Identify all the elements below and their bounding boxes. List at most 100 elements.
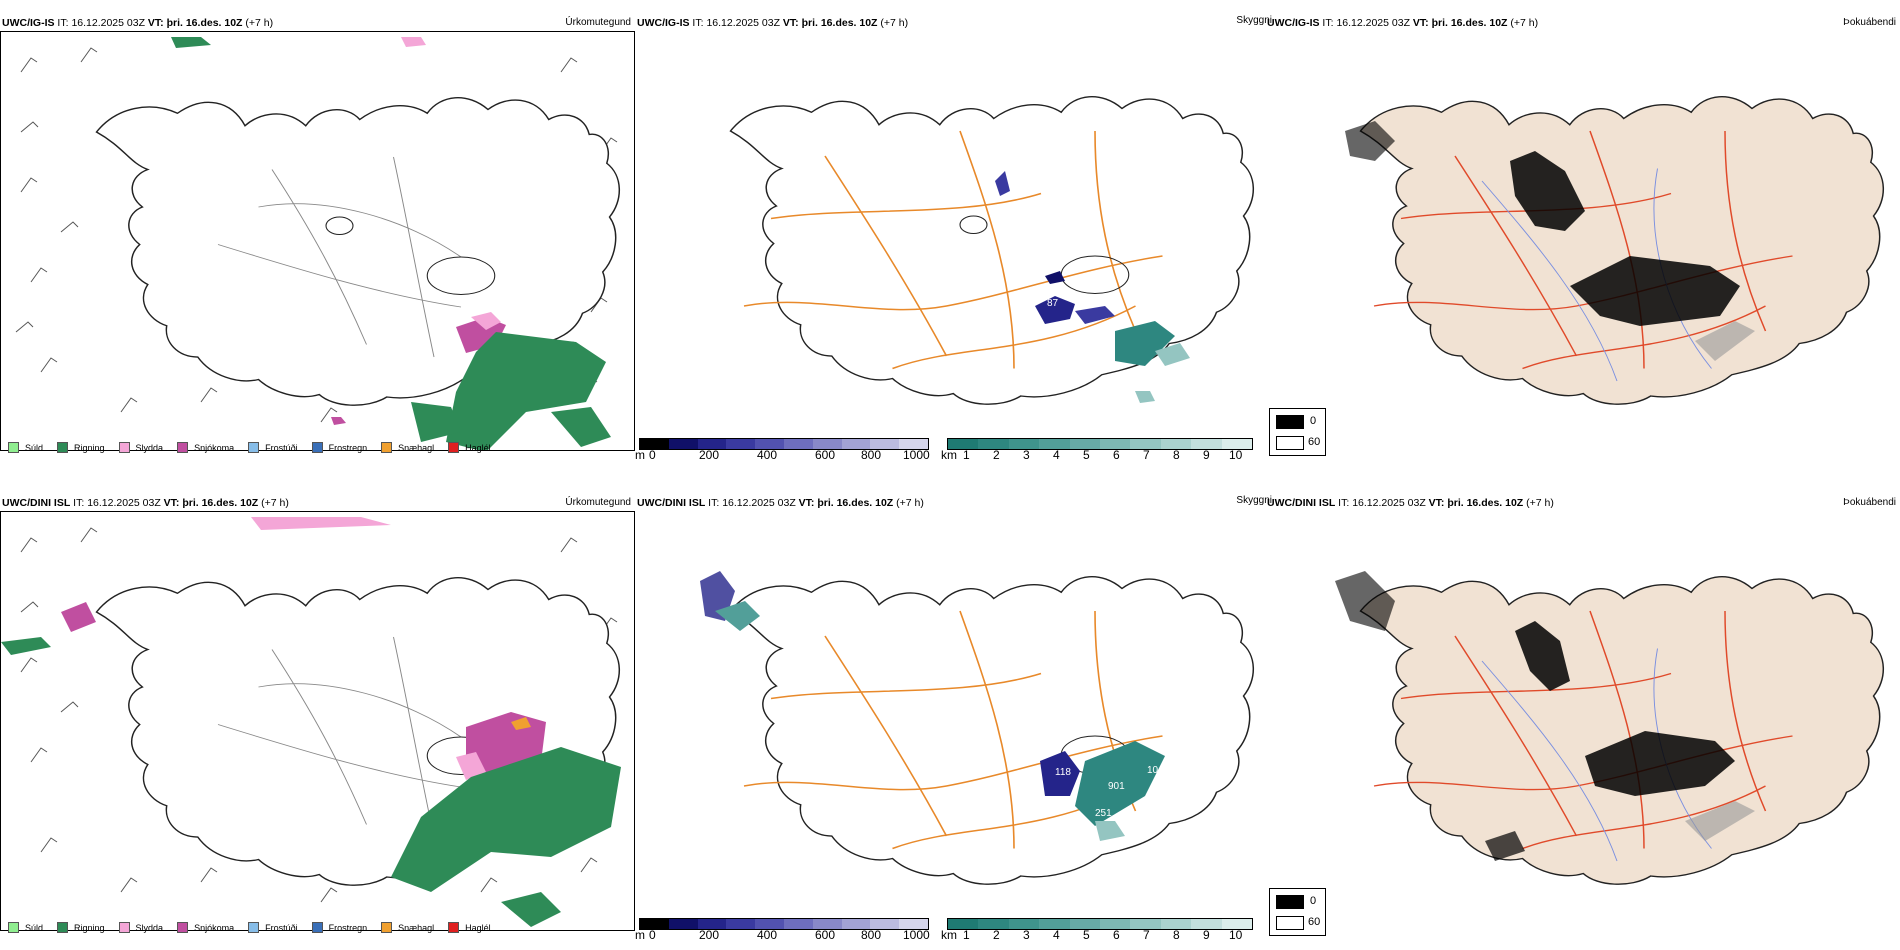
panel-title: Skyggni [1236, 495, 1272, 506]
tick-label: 4 [1053, 928, 1060, 942]
it-value: 16.12.2025 03Z [1336, 17, 1410, 29]
legend-label: Rigning [74, 442, 105, 453]
model-name: UWC/IG-IS [1267, 17, 1320, 29]
panel-title: Skyggni [1236, 15, 1272, 26]
legend-item: Frostúði [248, 922, 298, 933]
it-value: 16.12.2025 03Z [722, 497, 796, 509]
vt-value: þri. 16.des. 10Z [817, 497, 894, 509]
lead-time: (+7 h) [261, 497, 289, 509]
map-value-label: 118 [1055, 767, 1071, 778]
fog-areas [1345, 121, 1755, 361]
legend-label: Frostregn [328, 922, 368, 933]
legend-item: Snæhagl [381, 442, 434, 453]
tick-label: 7 [1143, 448, 1150, 462]
legend-item: Snjókoma [177, 442, 234, 453]
precip-panel-row2: UWC/DINI ISL IT: 16.12.2025 03Z VT: þri.… [0, 495, 635, 945]
lead-time: (+7 h) [245, 17, 274, 29]
panel-header: UWC/IG-IS IT: 16.12.2025 03Z VT: þri. 16… [1265, 15, 1900, 31]
precip-map [0, 31, 635, 452]
visibility-colorbar: km 1 2 3 4 5 6 7 8 9 10 [941, 918, 1271, 948]
panel-header: UWC/DINI ISL IT: 16.12.2025 03Z VT: þri.… [0, 495, 635, 511]
fog-key-row2: 0 60 [1269, 888, 1326, 936]
legend-item: Rigning [57, 442, 105, 453]
tick-label: 400 [757, 928, 778, 942]
map-value-label: 10 [1147, 765, 1159, 776]
legend-swatch [8, 442, 19, 453]
legend-swatch [248, 442, 260, 453]
tick-label: 5 [1083, 448, 1090, 462]
cloud-base-colorbar: m 0 200 400 600 800 1000 [635, 438, 935, 468]
legend-swatch [57, 442, 69, 453]
map-value-label: 251 [1095, 808, 1112, 819]
legend-item: Frostúði [248, 442, 298, 453]
map-value-label: 87 [1047, 298, 1059, 309]
panel-header: UWC/DINI ISL IT: 16.12.2025 03Z VT: þri.… [635, 495, 1272, 511]
vt-value: þri. 16.des. 10Z [801, 17, 878, 29]
tick-label: 5 [1083, 928, 1090, 942]
it-label: IT: [73, 497, 85, 509]
legend-label: Slydda [135, 922, 164, 933]
precip-panel-row1: UWC/IG-IS IT: 16.12.2025 03Z VT: þri. 16… [0, 15, 635, 465]
cloud-areas [995, 171, 1190, 403]
precip-legend: Súld Rigning Slydda Snjókoma Frostúði Fr… [8, 922, 505, 933]
fog-key-label: 60 [1308, 436, 1321, 448]
vt-value: þri. 16.des. 10Z [1431, 17, 1508, 29]
tick-label: 600 [815, 448, 836, 462]
legend-swatch [381, 922, 393, 933]
legend-swatch [448, 442, 460, 453]
legend-swatch [177, 922, 189, 933]
precip-legend: Súld Rigning Slydda Snjókoma Frostúði Fr… [8, 442, 505, 453]
legend-label: Súld [25, 922, 44, 933]
visibility-unit: km [941, 928, 957, 942]
vt-value: þri. 16.des. 10Z [182, 497, 259, 509]
tick-label: 2 [993, 448, 1000, 462]
tick-label: 1 [963, 928, 970, 942]
legend-swatch [248, 922, 260, 933]
cloud-unit: m [635, 928, 645, 942]
visibility-map: 118 10 901 251 [635, 511, 1270, 921]
it-label: IT: [1338, 497, 1350, 509]
fog-key-label: 60 [1308, 916, 1321, 928]
precip-areas [1, 517, 621, 927]
legend-item: Frostregn [311, 922, 368, 933]
tick-label: 7 [1143, 928, 1150, 942]
it-label: IT: [708, 497, 720, 509]
legend-item: Haglél [448, 922, 491, 933]
fog-panel-row1: UWC/IG-IS IT: 16.12.2025 03Z VT: þri. 16… [1265, 15, 1900, 465]
tick-label: 4 [1053, 448, 1060, 462]
fog-map [1265, 511, 1900, 921]
legend-swatch [118, 442, 130, 453]
legend-item: Súld [8, 442, 43, 453]
legend-swatch [57, 922, 69, 933]
vt-label: VT: [1412, 17, 1429, 29]
legend-label: Frostúði [265, 922, 298, 933]
tick-label: 800 [861, 448, 882, 462]
panel-header: UWC/DINI ISL IT: 16.12.2025 03Z VT: þri.… [1265, 495, 1900, 511]
tick-label: 3 [1023, 928, 1030, 942]
vt-label: VT: [163, 497, 180, 509]
cloud-base-colorbar: m 0 200 400 600 800 1000 [635, 918, 935, 948]
it-label: IT: [692, 17, 704, 29]
legend-item: Frostregn [311, 442, 367, 453]
legend-swatch [448, 922, 460, 933]
tick-label: 0 [649, 928, 656, 942]
fog-map [1265, 31, 1900, 441]
vt-label: VT: [782, 17, 799, 29]
legend-swatch [177, 442, 189, 453]
tick-label: 6 [1113, 448, 1120, 462]
model-name: UWC/DINI ISL [637, 497, 706, 509]
visibility-unit: km [941, 448, 957, 462]
legend-label: Snæhagl [398, 922, 435, 933]
lead-time: (+7 h) [1510, 17, 1539, 29]
fog-key-label: 0 [1310, 895, 1317, 907]
it-label: IT: [1322, 17, 1334, 29]
it-value: 16.12.2025 03Z [706, 17, 780, 29]
cloud-areas [700, 571, 1165, 841]
model-name: UWC/IG-IS [2, 17, 55, 29]
model-name: UWC/DINI ISL [2, 497, 71, 509]
fog-panel-row2: UWC/DINI ISL IT: 16.12.2025 03Z VT: þri.… [1265, 495, 1900, 945]
vt-label: VT: [798, 497, 815, 509]
legend-label: Súld [25, 442, 44, 453]
legend-item: Slydda [118, 442, 163, 453]
legend-label: Rigning [74, 922, 105, 933]
